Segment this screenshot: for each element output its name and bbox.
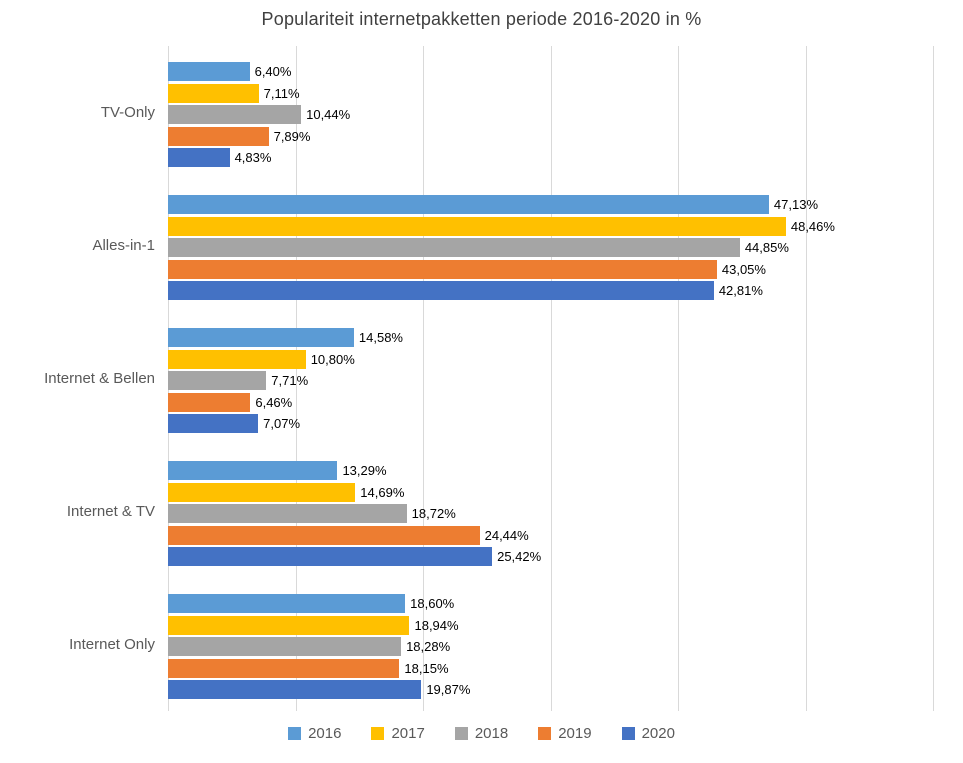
value-label: 19,87%: [426, 682, 471, 697]
bar-2019-internet-bellen: [168, 392, 251, 412]
legend-swatch-icon: [371, 726, 385, 740]
bar-2019-internet-only: [168, 658, 400, 678]
bar-2017-internet-only: [168, 615, 410, 635]
bar-2018-alles-in-1: [168, 238, 740, 257]
legend-swatch-icon: [538, 726, 552, 740]
legend-label: 2020: [641, 724, 675, 742]
gridline: [295, 46, 297, 711]
plot-area: 6,40% 7,11% 10,44% 7,89% 4,83% 47,13% 48,46% 44…: [168, 46, 934, 711]
legend-swatch-icon: [288, 726, 302, 740]
bar-2019-alles-in-1: [168, 259, 717, 279]
bar-2019-internet-tv: [168, 525, 480, 545]
value-label: 7,71%: [271, 373, 309, 388]
category-label: Internet Only: [69, 635, 155, 653]
value-label: 44,85%: [744, 240, 789, 255]
bar-2016-tv-only: [168, 62, 250, 81]
value-label: 14,69%: [360, 484, 405, 500]
bar-2017-internet-tv: [168, 482, 356, 502]
bar-2016-internet-tv: [168, 461, 338, 480]
legend-label: 2017: [391, 724, 425, 742]
gridline: [678, 46, 679, 711]
bar-2017-tv-only: [168, 83, 259, 103]
legend-item-2017: 2017: [371, 724, 425, 742]
value-label: 18,28%: [406, 639, 451, 654]
legend-item-2016: 2016: [288, 725, 341, 742]
bar-2020-internet-only: [168, 680, 422, 699]
value-label: 24,44%: [484, 527, 529, 543]
bar-2019-tv-only: [168, 126, 269, 146]
value-label: 14,58%: [358, 330, 403, 345]
value-label: 7,07%: [263, 416, 301, 431]
value-label: 4,83%: [234, 150, 272, 165]
category-label: Internet & Bellen: [44, 369, 155, 387]
value-label: 42,81%: [718, 283, 763, 298]
bar-2020-internet-tv: [168, 547, 493, 566]
value-label: 6,46%: [255, 394, 293, 410]
chart-title: Populariteit internetpakketten periode 2…: [261, 9, 702, 29]
value-label: 7,11%: [263, 85, 300, 101]
value-label: 25,42%: [497, 549, 542, 564]
legend-label: 2016: [308, 724, 342, 742]
bar-2016-alles-in-1: [168, 195, 769, 214]
legend: 2016 2017 2018 2019 2020: [0, 722, 963, 744]
bar-2017-internet-bellen: [168, 349, 306, 369]
value-label: 47,13%: [773, 197, 818, 212]
bar-2020-alles-in-1: [168, 281, 714, 300]
value-label: 18,94%: [414, 617, 459, 633]
value-label: 18,72%: [411, 506, 456, 521]
category-label: Alles-in-1: [92, 236, 155, 254]
value-label: 43,05%: [721, 261, 766, 277]
value-label: 10,44%: [306, 107, 351, 122]
gridline: [933, 46, 934, 711]
value-label: 18,60%: [410, 596, 455, 611]
value-label: 13,29%: [342, 463, 387, 478]
bar-2018-tv-only: [168, 105, 302, 124]
gridline: [423, 46, 424, 711]
value-label: 6,40%: [254, 64, 292, 79]
bar-2018-internet-bellen: [168, 371, 267, 390]
bar-2016-internet-only: [168, 594, 406, 613]
value-label: 48,46%: [790, 218, 835, 234]
value-label: 18,15%: [404, 660, 449, 676]
bar-2017-alles-in-1: [168, 216, 786, 236]
bar-2020-tv-only: [168, 148, 230, 167]
bar-2016-internet-bellen: [168, 328, 354, 347]
legend-item-2018: 2018: [454, 724, 509, 742]
category-label: Internet & TV: [66, 502, 155, 520]
category-label: TV-Only: [100, 103, 155, 121]
value-label: 7,89%: [273, 128, 311, 144]
gridline: [805, 46, 807, 711]
value-label: 10,80%: [310, 351, 355, 367]
bar-2020-internet-bellen: [168, 414, 259, 433]
legend-label: 2019: [558, 724, 592, 742]
legend-label: 2018: [474, 724, 509, 742]
gridline: [550, 46, 552, 711]
legend-swatch-icon: [621, 726, 635, 740]
bar-2018-internet-tv: [168, 504, 407, 523]
legend-item-2019: 2019: [538, 724, 592, 742]
legend-swatch-icon: [454, 726, 468, 740]
bar-2018-internet-only: [168, 637, 402, 656]
legend-item-2020: 2020: [621, 724, 675, 742]
